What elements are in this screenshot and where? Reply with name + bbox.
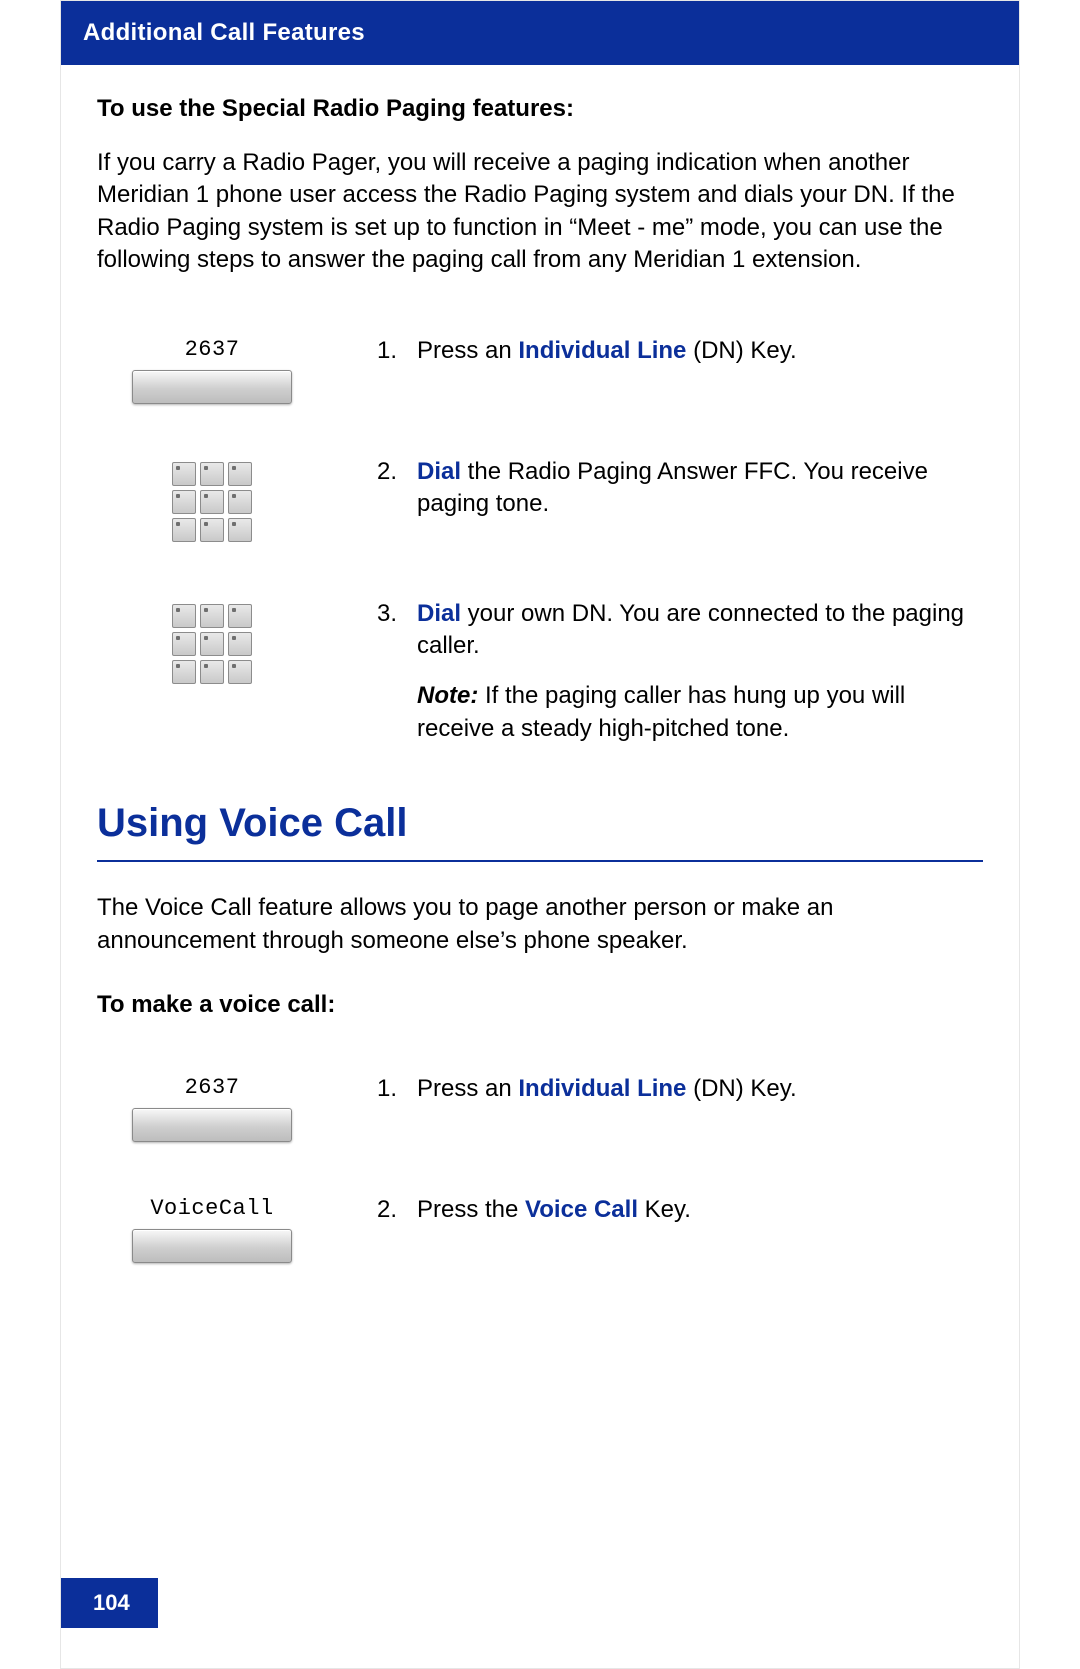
section-rule [97, 860, 983, 862]
step-row: 3. Dial your own DN. You are connected t… [97, 598, 983, 746]
header-title: Additional Call Features [83, 19, 365, 46]
spacer [97, 1043, 983, 1073]
step-number: 1. [377, 335, 405, 367]
step-icon: 2637 [97, 335, 327, 404]
step-text: 2. Press the Voice Call Key. [377, 1194, 983, 1226]
step-number: 1. [377, 1073, 405, 1105]
step-row: 2. Dial the Radio Paging Answer FFC. You… [97, 456, 983, 546]
section1-paragraph: If you carry a Radio Pager, you will rec… [97, 147, 983, 277]
step-post: (DN) Key. [686, 337, 796, 364]
section1-subtitle: To use the Special Radio Paging features… [97, 95, 983, 123]
note-text: If the paging caller has hung up you wil… [417, 682, 905, 741]
step-number: 3. [377, 598, 405, 746]
step-line: 3. Dial your own DN. You are connected t… [377, 598, 983, 746]
page-number: 104 [93, 1590, 130, 1615]
step-line: 2. Press the Voice Call Key. [377, 1194, 983, 1226]
step-line: 1. Press an Individual Line (DN) Key. [377, 335, 983, 367]
step-note: Note: If the paging caller has hung up y… [417, 680, 983, 745]
step-keyword: Voice Call [525, 1196, 638, 1223]
softkey-button-icon [132, 1229, 292, 1263]
step-row: 2637 1. Press an Individual Line (DN) Ke… [97, 1073, 983, 1142]
step-keyword: Individual Line [518, 337, 686, 364]
section2-subtitle: To make a voice call: [97, 991, 983, 1019]
step-text: 2. Dial the Radio Paging Answer FFC. You… [377, 456, 983, 521]
step-pre: Press the [417, 1196, 525, 1223]
softkey-button-icon [132, 1108, 292, 1142]
step-body: Dial your own DN. You are connected to t… [417, 598, 983, 746]
step-keyword: Individual Line [518, 1075, 686, 1102]
step-pre: Press an [417, 1075, 518, 1102]
step-row: VoiceCall 2. Press the Voice Call Key. [97, 1194, 983, 1263]
softkey-button-icon [132, 370, 292, 404]
step-icon: VoiceCall [97, 1194, 327, 1263]
step-number: 2. [377, 1194, 405, 1226]
step-icon [97, 598, 327, 688]
step-body: Press an Individual Line (DN) Key. [417, 1073, 983, 1105]
softkey-label: 2637 [97, 1075, 327, 1100]
step-number: 2. [377, 456, 405, 521]
step-text: 1. Press an Individual Line (DN) Key. [377, 335, 983, 367]
page-number-footer: 104 [61, 1578, 158, 1628]
step-line: 2. Dial the Radio Paging Answer FFC. You… [377, 456, 983, 521]
section2-paragraph: The Voice Call feature allows you to pag… [97, 892, 983, 957]
softkey-label: 2637 [97, 337, 327, 362]
softkey-label: VoiceCall [97, 1196, 327, 1221]
step-icon: 2637 [97, 1073, 327, 1142]
step-icon [97, 456, 327, 546]
header-bar: Additional Call Features [61, 1, 1019, 65]
step-line: 1. Press an Individual Line (DN) Key. [377, 1073, 983, 1105]
section2-heading: Using Voice Call [97, 801, 983, 852]
step-text: 3. Dial your own DN. You are connected t… [377, 598, 983, 746]
step-body: Press the Voice Call Key. [417, 1194, 983, 1226]
step-row: 2637 1. Press an Individual Line (DN) Ke… [97, 335, 983, 404]
content-area: To use the Special Radio Paging features… [61, 65, 1019, 1263]
step-post: your own DN. You are connected to the pa… [417, 600, 964, 659]
note-label: Note: [417, 682, 478, 709]
step-keyword: Dial [417, 458, 461, 485]
step-body: Press an Individual Line (DN) Key. [417, 335, 983, 367]
step-post: (DN) Key. [686, 1075, 796, 1102]
keypad-icon [168, 458, 256, 546]
step-text: 1. Press an Individual Line (DN) Key. [377, 1073, 983, 1105]
page-container: Additional Call Features To use the Spec… [60, 0, 1020, 1669]
step-body: Dial the Radio Paging Answer FFC. You re… [417, 456, 983, 521]
step-keyword: Dial [417, 600, 461, 627]
step-post: the Radio Paging Answer FFC. You receive… [417, 458, 928, 517]
keypad-icon [168, 600, 256, 688]
step-post: Key. [638, 1196, 691, 1223]
step-pre: Press an [417, 337, 518, 364]
